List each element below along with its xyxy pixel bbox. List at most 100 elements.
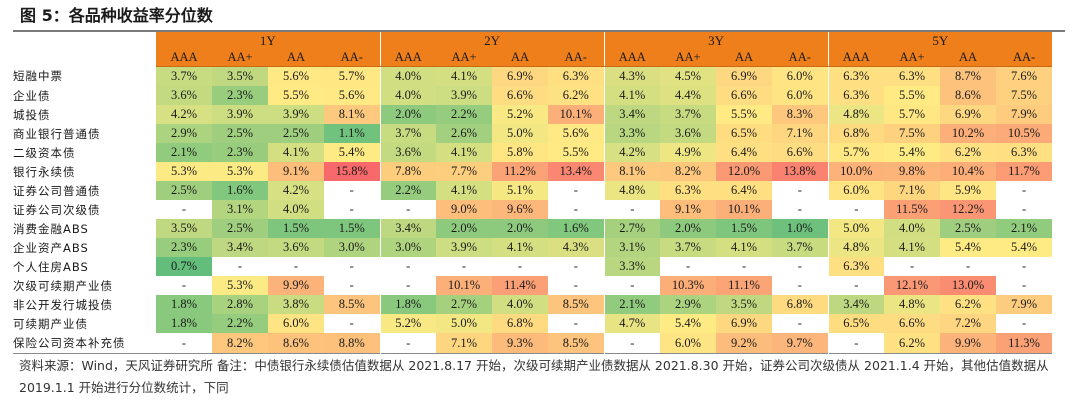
value-cell: 8.6% xyxy=(268,333,324,354)
rating-header: AAA xyxy=(827,49,885,67)
value-cell: 5.5% xyxy=(716,105,773,124)
value-cell: 6.6% xyxy=(492,86,549,105)
value-cell: - xyxy=(772,181,829,200)
value-cell: 4.0% xyxy=(379,66,437,86)
value-cell: 5.6% xyxy=(324,86,381,105)
value-cell: 2.0% xyxy=(492,219,549,238)
value-cell: 3.4% xyxy=(212,238,268,257)
value-cell: 11.4% xyxy=(492,276,549,295)
rating-header: AA+ xyxy=(436,49,493,67)
value-cell: 2.5% xyxy=(156,181,212,200)
value-cell: - xyxy=(603,333,661,354)
value-cell: 5.0% xyxy=(436,314,493,333)
value-cell: 3.7% xyxy=(660,105,717,124)
table-row: 可续期产业债 1.8% 2.2% 6.0% -5.2% 5.0% 6.8% -4.7% 5.4%… xyxy=(13,314,1053,333)
value-cell: 5.5% xyxy=(548,143,605,162)
value-cell: 3.3% xyxy=(603,257,661,276)
value-cell: 9.9% xyxy=(268,276,324,295)
value-cell: 3.6% xyxy=(660,124,717,143)
value-cell: - xyxy=(548,314,605,333)
value-cell: 4.1% xyxy=(436,181,493,200)
value-cell: 3.8% xyxy=(268,295,324,314)
value-cell: 3.4% xyxy=(827,295,885,314)
value-cell: 11.5% xyxy=(884,200,941,219)
value-cell: 6.9% xyxy=(716,66,773,86)
value-cell: 4.3% xyxy=(548,238,605,257)
value-cell: 5.9% xyxy=(940,181,997,200)
value-cell: - xyxy=(156,333,212,354)
table-row: 企业资产ABS 2.3% 3.4% 3.6% 3.0% 3.0% 3.9% 4.1% 4.3% 3… xyxy=(13,238,1053,257)
title-divider xyxy=(13,30,1065,32)
value-cell: 6.8% xyxy=(492,314,549,333)
value-cell: 6.6% xyxy=(716,86,773,105)
value-cell: 10.4% xyxy=(940,162,997,181)
value-cell: - xyxy=(884,257,941,276)
value-cell: - xyxy=(772,200,829,219)
rating-header: AAA xyxy=(156,49,212,67)
table-row: 商业银行普通债 2.9% 2.5% 2.5% 1.1% 3.7% 2.6% 5.0% 5.6% 3… xyxy=(13,124,1053,143)
value-cell: 4.1% xyxy=(436,66,493,86)
table-row: 短融中票 3.7% 3.5% 5.6% 5.7% 4.0% 4.1% 6.9% 6.3% 4.3%… xyxy=(13,66,1053,86)
row-label: 银行永续债 xyxy=(13,164,76,179)
value-cell: 2.5% xyxy=(212,124,268,143)
value-cell: 10.2% xyxy=(940,124,997,143)
value-cell: 9.2% xyxy=(716,333,773,354)
value-cell: 3.9% xyxy=(436,86,493,105)
value-cell: 9.3% xyxy=(492,333,549,354)
row-label: 企业资产ABS xyxy=(13,240,89,255)
value-cell: 8.5% xyxy=(548,333,605,354)
value-cell: - xyxy=(996,276,1053,295)
value-cell: 3.1% xyxy=(603,238,661,257)
value-cell: - xyxy=(996,314,1053,333)
value-cell: - xyxy=(996,257,1053,276)
value-cell: 12.0% xyxy=(716,162,773,181)
value-cell: 6.2% xyxy=(548,86,605,105)
value-cell: 3.4% xyxy=(603,105,661,124)
value-cell: 4.1% xyxy=(603,86,661,105)
value-cell: 2.1% xyxy=(996,219,1053,238)
value-cell: 4.5% xyxy=(660,66,717,86)
value-cell: 4.8% xyxy=(827,105,885,124)
value-cell: 1.0% xyxy=(772,219,829,238)
value-cell: 5.7% xyxy=(324,66,381,86)
value-cell: 5.4% xyxy=(884,143,941,162)
value-cell: 9.9% xyxy=(940,333,997,354)
value-cell: - xyxy=(268,257,324,276)
value-cell: 1.5% xyxy=(268,219,324,238)
tenor-header: 1Y xyxy=(156,32,381,49)
value-cell: 8.3% xyxy=(772,105,829,124)
value-cell: 5.0% xyxy=(827,219,885,238)
value-cell: 3.9% xyxy=(268,105,324,124)
value-cell: - xyxy=(548,181,605,200)
table-row: 证券公司普通债 2.5% 1.6% 4.2% -2.2% 4.1% 5.1% -4.8% 6.3… xyxy=(13,181,1053,200)
value-cell: - xyxy=(212,257,268,276)
value-cell: 2.9% xyxy=(156,124,212,143)
value-cell: 6.3% xyxy=(660,181,717,200)
value-cell: 2.3% xyxy=(212,86,268,105)
value-cell: 4.2% xyxy=(603,143,661,162)
value-cell: 4.0% xyxy=(884,219,941,238)
value-cell: 6.8% xyxy=(827,124,885,143)
value-cell: 3.5% xyxy=(716,295,773,314)
value-cell: - xyxy=(156,200,212,219)
value-cell: 12.1% xyxy=(884,276,941,295)
value-cell: 13.4% xyxy=(548,162,605,181)
percentile-table: 1Y 2Y 3Y 5Y AAA AA+ AA AA- AAA AA+ AA AA- AAA AA+ AA AA… xyxy=(13,32,1053,354)
value-cell: 4.3% xyxy=(603,66,661,86)
value-cell: 4.9% xyxy=(660,143,717,162)
rating-header: AA- xyxy=(772,49,829,67)
value-cell: 6.3% xyxy=(996,143,1053,162)
value-cell: 6.4% xyxy=(716,181,773,200)
value-cell: 2.1% xyxy=(156,143,212,162)
value-cell: 6.3% xyxy=(827,66,885,86)
value-cell: 4.1% xyxy=(268,143,324,162)
value-cell: 3.7% xyxy=(379,124,437,143)
value-cell: 3.6% xyxy=(379,143,437,162)
value-cell: 2.6% xyxy=(436,124,493,143)
value-cell: 5.7% xyxy=(827,143,885,162)
value-cell: 6.2% xyxy=(884,333,941,354)
value-cell: - xyxy=(324,314,381,333)
rating-header: AA- xyxy=(996,49,1053,67)
value-cell: 3.7% xyxy=(772,238,829,257)
value-cell: 8.1% xyxy=(603,162,661,181)
